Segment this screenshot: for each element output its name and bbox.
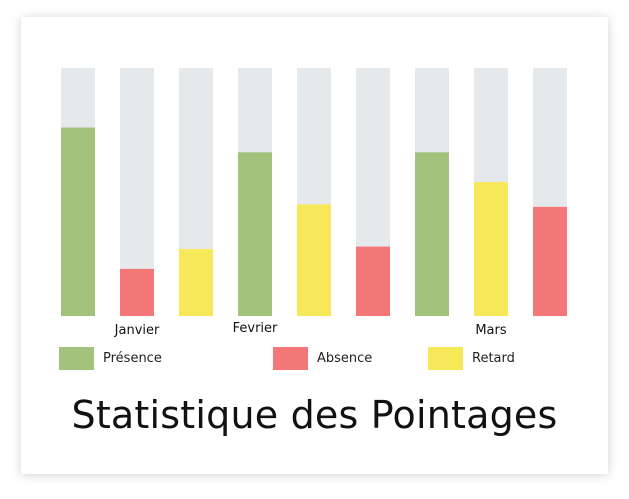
legend-swatch-presence: [59, 346, 94, 370]
legend-label-retard: Retard: [472, 350, 515, 366]
legend-swatch-absence: [273, 346, 308, 370]
bar-fevrier-2: [297, 204, 331, 316]
legend-swatch-retard: [428, 346, 463, 370]
bar-mars-1: [533, 206, 567, 316]
month-label-mars: Mars: [475, 323, 507, 338]
bar-mars-0: [415, 152, 449, 316]
legend-item-absence: Absence: [273, 346, 372, 370]
bar-mars-2: [474, 182, 508, 316]
month-label-fevrier: Fevrier: [233, 321, 278, 336]
month-labels: Janvier Fevrier Mars: [114, 321, 507, 338]
bar-janvier-2: [179, 249, 213, 316]
bar-group: [61, 68, 567, 317]
bar-janvier-0: [61, 127, 95, 317]
bar-fevrier-0: [238, 152, 272, 316]
bar-chart: Janvier Fevrier Mars: [61, 68, 567, 338]
chart-title: Statistique des Pointages: [71, 393, 558, 437]
legend-label-presence: Présence: [103, 350, 162, 366]
legend-item-retard: Retard: [428, 346, 515, 370]
legend-item-presence: Présence: [59, 346, 162, 370]
bar-janvier-1: [120, 268, 154, 316]
bar-fevrier-1: [356, 246, 390, 316]
legend-label-absence: Absence: [317, 350, 373, 366]
month-label-janvier: Janvier: [114, 323, 160, 338]
